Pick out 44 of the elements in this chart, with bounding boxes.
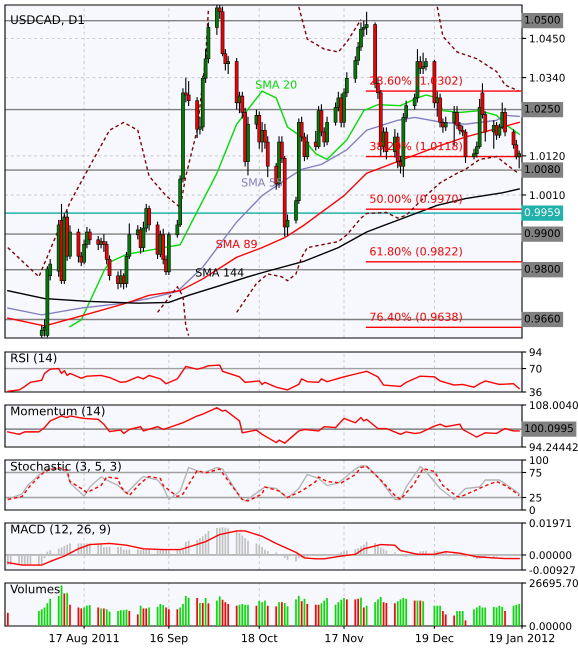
y-tick-label: 36: [530, 388, 542, 396]
y-tick-label: 94.24442: [530, 443, 578, 452]
y-tick-label: 94: [530, 348, 542, 356]
y-tick-label: 1.0010: [530, 191, 565, 200]
ref-line-label: 1.0250: [525, 104, 560, 113]
chart-title: Volumes: [10, 584, 60, 594]
series-label: SMA 89: [216, 240, 257, 248]
y-tick-label: 1.0450: [530, 34, 565, 43]
ref-line-label: 1.0500: [525, 16, 560, 24]
chart-title: Stochastic (3, 5, 3): [10, 462, 121, 472]
y-tick-label: 0.00000: [530, 622, 572, 630]
y-tick-label: 1.0120: [530, 152, 565, 160]
series-label: 50.00% (0.9970): [370, 194, 462, 204]
y-tick-label: 0: [530, 506, 535, 514]
x-tick-label: 19 Dec: [416, 634, 454, 642]
ref-line-label: 100.0995: [525, 424, 573, 432]
y-tick-label: 70: [530, 364, 542, 373]
y-tick-label: 26695.70: [530, 579, 578, 588]
ref-line-label: 0.9660: [524, 314, 560, 323]
series-label: SMA 20: [256, 80, 296, 89]
x-tick-label: 17 Nov: [326, 634, 364, 642]
x-tick-label: 17 Aug 2011: [50, 634, 119, 644]
ref-line-label: 1.0080: [525, 165, 560, 174]
series-label: 76.40% (0.9638): [370, 312, 462, 322]
y-tick-label: 0.00000: [530, 551, 572, 560]
y-tick-label: 108.0040: [530, 401, 578, 410]
ref-line-label: 0.9800: [524, 264, 560, 273]
y-tick-label: 1.0340: [530, 74, 565, 82]
x-tick-label: 19 Jan 2012: [490, 634, 554, 644]
y-tick-label: 75: [530, 468, 542, 477]
chart-title: Momentum (14): [11, 406, 104, 417]
y-tick-label: 25: [530, 494, 542, 502]
y-tick-label: -0.00927: [529, 566, 575, 574]
ref-line-label: 0.9900: [524, 229, 560, 238]
series-label: 61.80% (0.9822): [370, 246, 462, 257]
series-label: SMA 55: [242, 178, 282, 187]
ref-line-label: 0.9959: [524, 208, 560, 216]
y-tick-label: 0.01971: [530, 519, 572, 528]
y-tick-label: 100: [530, 456, 548, 464]
x-tick-label: 16 Sep: [150, 634, 188, 644]
x-tick-label: 18 Oct: [242, 634, 278, 642]
chart-title: MACD (12, 26, 9): [11, 524, 110, 535]
text: USDCAD, D1: [11, 15, 84, 26]
chart-title: RSI (14): [11, 353, 56, 364]
